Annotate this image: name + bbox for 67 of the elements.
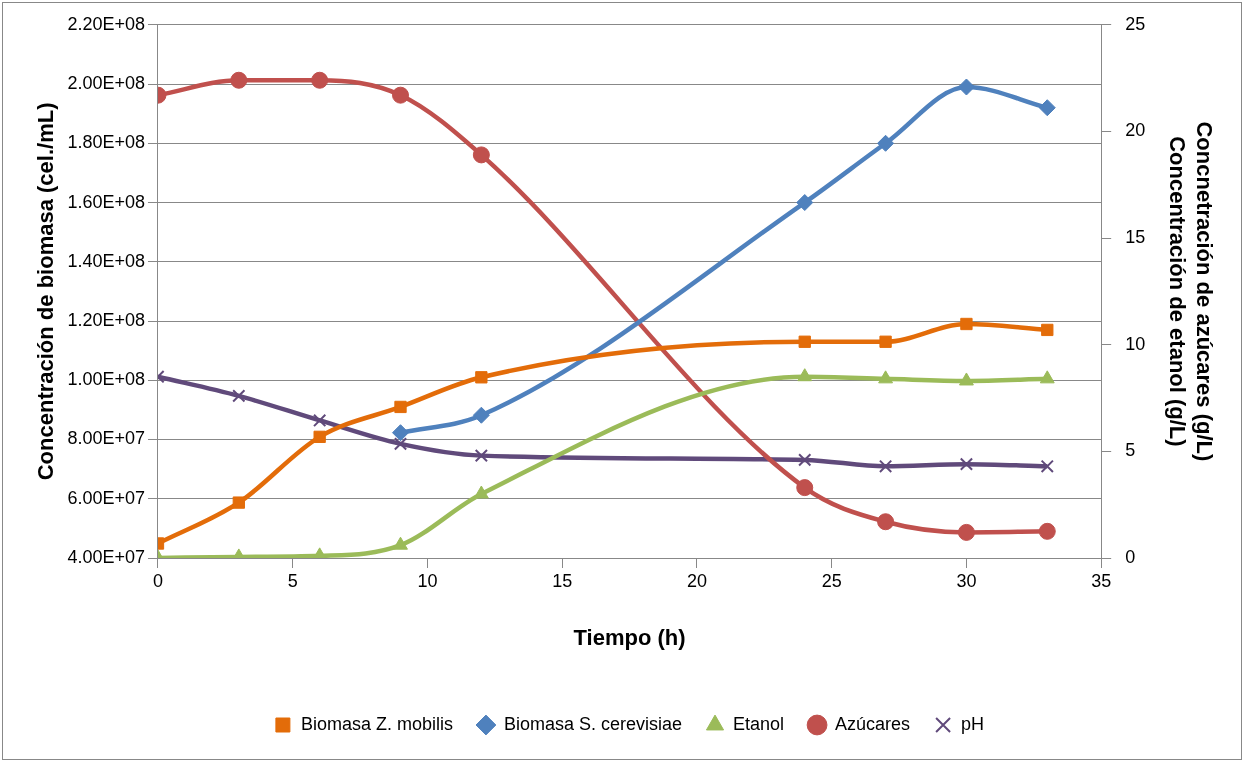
point (393, 536, 408, 550)
point (1041, 323, 1054, 337)
x-tick-label: 20 (686, 570, 707, 591)
legend-label: pH (961, 713, 985, 734)
y-tick-label: 8.00E+07 (67, 428, 145, 449)
y2-axis-title: Concnetración de azúcares (g/L) Concentración de etanol (g/L) (1165, 121, 1217, 462)
y-tick-label: 1.80E+08 (67, 132, 145, 153)
point (393, 437, 408, 451)
point (1039, 370, 1055, 384)
x-tick-label: 10 (417, 570, 438, 591)
legend-label: Azúcares (835, 713, 911, 734)
y-tick-label: 1.40E+08 (67, 250, 145, 271)
point (798, 453, 812, 467)
point (877, 513, 895, 531)
point (313, 430, 326, 443)
x-tick-label: 30 (956, 570, 977, 591)
legend-label: Etanol (733, 713, 785, 734)
x-tick-label: 15 (552, 570, 573, 591)
point (959, 372, 974, 386)
point (1038, 522, 1056, 540)
x-axis-title: Tiempo (h) (573, 624, 686, 650)
legend-label: Biomasa S. cerevisiae (503, 713, 683, 734)
point (232, 389, 246, 403)
y-tick-label: 6.00E+07 (67, 487, 145, 508)
point (392, 424, 410, 442)
y2-tick-label: 10 (1125, 333, 1146, 354)
point (959, 457, 974, 471)
point (957, 78, 975, 96)
point (392, 86, 410, 104)
point (232, 496, 245, 509)
point (879, 335, 892, 348)
y2-tick-label: 25 (1125, 13, 1146, 34)
point (798, 335, 811, 348)
point (1038, 99, 1056, 117)
y-tick-label: 1.20E+08 (67, 309, 145, 330)
y-tick-label: 2.20E+08 (67, 13, 145, 34)
point (796, 194, 814, 212)
point (796, 479, 814, 497)
y2-tick-label: 20 (1125, 120, 1146, 141)
y2-tick-label: 0 (1125, 546, 1136, 567)
point (1040, 459, 1054, 473)
point (230, 71, 248, 89)
point (472, 146, 490, 164)
y-tick-label: 1.60E+08 (67, 191, 145, 212)
point (878, 370, 894, 384)
point (877, 134, 895, 152)
point (313, 413, 327, 428)
point (394, 400, 407, 414)
y2-tick-label: 5 (1125, 440, 1136, 461)
x-tick-label: 35 (1091, 570, 1112, 591)
point (797, 368, 813, 382)
x-tick-label: 25 (821, 570, 842, 591)
x-tick-label: 0 (152, 570, 163, 591)
y2-tick-label: 15 (1125, 227, 1146, 248)
y-tick-label: 1.00E+08 (67, 369, 145, 390)
point (311, 71, 329, 89)
y-tick-label: 4.00E+07 (67, 546, 145, 567)
y-tick-label: 2.00E+08 (67, 73, 145, 94)
legend-label: Biomasa Z. mobilis (300, 713, 453, 734)
y-axis-title: Concentración de biomasa (cel./mL) (33, 102, 59, 481)
x-tick-label: 5 (287, 570, 298, 591)
point (472, 406, 490, 424)
point (960, 317, 973, 331)
point (878, 459, 893, 473)
point (475, 371, 488, 384)
point (957, 523, 975, 541)
point (474, 448, 489, 463)
